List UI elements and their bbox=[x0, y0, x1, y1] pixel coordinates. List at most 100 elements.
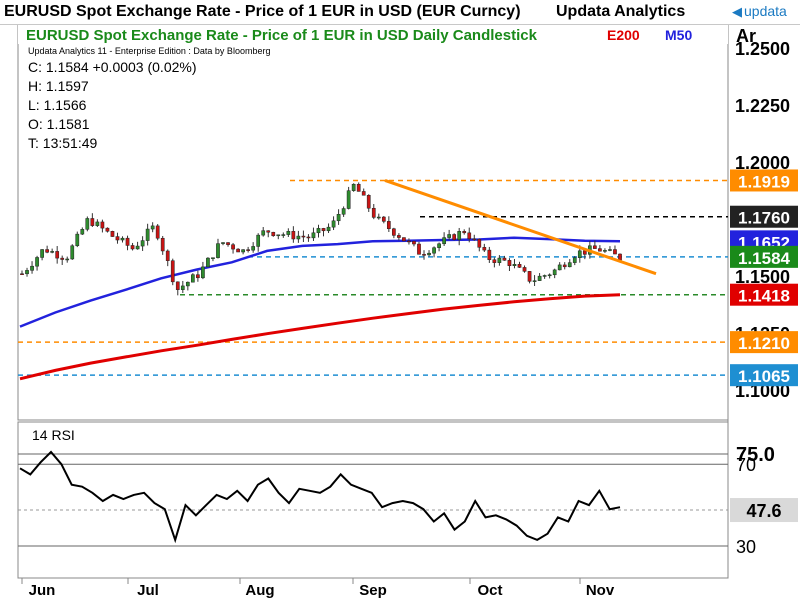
candle-body bbox=[90, 218, 95, 226]
logo-text: updata bbox=[744, 3, 787, 19]
candle-body bbox=[462, 231, 467, 234]
candle-body bbox=[442, 237, 446, 245]
candle-body bbox=[447, 234, 451, 238]
x-tick-label: Jun bbox=[29, 582, 56, 599]
candle-body bbox=[30, 265, 34, 271]
candle-body bbox=[306, 236, 311, 239]
candle-body bbox=[482, 247, 487, 251]
candle-body bbox=[402, 237, 406, 242]
candle-body bbox=[211, 257, 215, 259]
candle-body bbox=[427, 252, 431, 256]
candle-body bbox=[593, 245, 597, 249]
candle-body bbox=[175, 281, 180, 290]
candle-body bbox=[125, 237, 130, 246]
candle-body bbox=[386, 221, 391, 229]
candle-body bbox=[100, 221, 105, 229]
candle-body bbox=[241, 249, 245, 253]
candle-body bbox=[231, 244, 235, 250]
candle-body bbox=[201, 266, 205, 279]
trendline bbox=[384, 179, 657, 276]
candle-body bbox=[608, 249, 612, 251]
candle-body bbox=[145, 228, 150, 241]
candle-body bbox=[110, 231, 115, 237]
price-tick-label: 1.2250 bbox=[735, 96, 790, 116]
ohlc-high: H: 1.1597 bbox=[28, 78, 89, 94]
candle-body bbox=[542, 275, 547, 277]
candle-body bbox=[547, 274, 552, 277]
candle-body bbox=[246, 249, 250, 251]
legend-m50: M50 bbox=[665, 27, 692, 43]
chart-subtitle: Updata Analytics 11 - Enterprise Edition… bbox=[28, 46, 270, 56]
brand-name: Updata Analytics bbox=[556, 3, 686, 20]
level-value-label: 1.1210 bbox=[738, 334, 790, 353]
candle-body bbox=[477, 238, 482, 248]
x-tick-label: Oct bbox=[477, 582, 502, 599]
x-tick-label: Nov bbox=[586, 582, 615, 599]
candle-body bbox=[105, 227, 110, 232]
level-value-label: 1.1760 bbox=[738, 209, 790, 228]
candle-body bbox=[356, 183, 361, 192]
level-value-label: 1.1065 bbox=[738, 367, 790, 386]
candle-body bbox=[336, 214, 341, 222]
candle-body bbox=[512, 264, 517, 266]
level-value-box bbox=[730, 331, 798, 354]
candle-body bbox=[577, 250, 582, 258]
candle-body bbox=[532, 280, 537, 282]
candle-body bbox=[567, 262, 572, 268]
candle-body bbox=[286, 231, 291, 235]
window-title: EURUSD Spot Exchange Rate - Price of 1 E… bbox=[4, 3, 521, 20]
candle-body bbox=[321, 228, 326, 232]
candle-body bbox=[120, 237, 125, 241]
candle-body bbox=[613, 249, 617, 255]
candle-body bbox=[55, 251, 60, 259]
level-boxes: 1.19191.17601.16521.15841.14181.12101.10… bbox=[730, 169, 798, 387]
x-tick-label: Sep bbox=[359, 582, 387, 599]
candle-body bbox=[537, 275, 542, 281]
candle-body bbox=[261, 230, 266, 236]
candle-body bbox=[361, 191, 366, 196]
e200-line bbox=[19, 293, 621, 381]
candle-body bbox=[75, 233, 80, 247]
candle-body bbox=[557, 264, 562, 271]
candle-body bbox=[392, 228, 396, 236]
candle-body bbox=[407, 240, 411, 243]
candle-body bbox=[472, 238, 477, 241]
candle-body bbox=[60, 257, 65, 260]
candle-body bbox=[452, 234, 457, 240]
level-value-label: 1.1418 bbox=[738, 287, 790, 306]
candle-body bbox=[35, 257, 39, 267]
x-tick-label: Jul bbox=[137, 582, 159, 599]
candle-body bbox=[155, 225, 160, 239]
candle-body bbox=[160, 237, 165, 252]
candle-body bbox=[432, 247, 436, 254]
level-value-box bbox=[730, 169, 798, 192]
rsi-value-label: 47.6 bbox=[746, 501, 781, 521]
candle-body bbox=[311, 232, 316, 239]
rsi-panel-frame bbox=[17, 421, 729, 579]
candle-body bbox=[85, 218, 90, 230]
candle-body bbox=[271, 231, 276, 237]
candle-body bbox=[437, 243, 441, 248]
candle-body bbox=[196, 274, 200, 279]
ohlc-close: C: 1.1584 +0.0003 (0.02%) bbox=[28, 59, 197, 75]
candle-body bbox=[457, 231, 462, 240]
candle-body bbox=[618, 253, 622, 261]
candle-body bbox=[20, 273, 24, 275]
candle-body bbox=[422, 254, 426, 256]
candle-body bbox=[291, 231, 296, 240]
level-value-label: 1.1584 bbox=[738, 249, 791, 268]
candle-body bbox=[417, 243, 421, 255]
candle-body bbox=[527, 271, 532, 282]
candle-body bbox=[135, 245, 140, 250]
level-value-box bbox=[730, 364, 798, 387]
candle-body bbox=[185, 281, 190, 287]
level-value-box bbox=[730, 245, 798, 268]
candle-body bbox=[467, 232, 472, 240]
candle-body bbox=[487, 249, 492, 260]
candle-body bbox=[65, 258, 70, 261]
rsi-tick-label: 70 bbox=[736, 455, 756, 475]
candle-body bbox=[170, 260, 175, 283]
candle-body bbox=[552, 269, 557, 276]
candle-body bbox=[366, 195, 371, 209]
candle-body bbox=[326, 226, 331, 232]
